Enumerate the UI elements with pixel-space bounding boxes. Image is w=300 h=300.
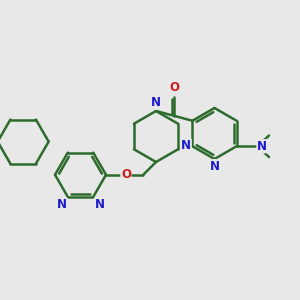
Text: N: N: [94, 198, 104, 211]
Text: O: O: [121, 168, 131, 181]
Text: O: O: [169, 81, 179, 94]
Text: N: N: [181, 139, 191, 152]
Text: N: N: [257, 140, 267, 153]
Text: N: N: [57, 198, 67, 211]
Text: N: N: [151, 96, 161, 109]
Text: N: N: [209, 160, 220, 172]
